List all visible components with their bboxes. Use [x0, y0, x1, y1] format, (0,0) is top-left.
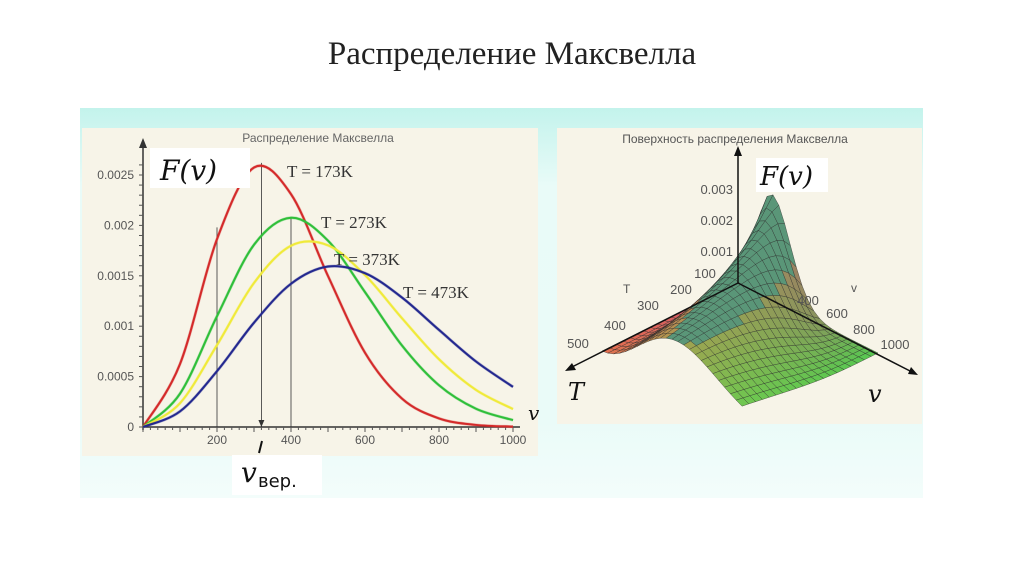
T-axis-small-label: T [623, 282, 631, 296]
z-tick-label: 0.003 [700, 182, 733, 197]
y-tick-label: 0 [127, 420, 134, 434]
series-group [141, 164, 514, 429]
T-tick-label: 200 [670, 282, 692, 297]
surface-title: Поверхность распределения Максвелла [622, 132, 848, 146]
x-tick-label: 200 [207, 433, 227, 447]
series-line-0 [142, 164, 514, 428]
T-tick-label: 100 [694, 266, 716, 281]
z-tick-label: 0.001 [700, 244, 733, 259]
x-tick-label: 1000 [500, 433, 527, 447]
surface-patch [735, 397, 750, 407]
series-line-3 [142, 265, 514, 428]
annotation-v: v [241, 456, 257, 489]
annotation-bg [232, 455, 322, 495]
left-axes: 200 400 600 800 1000 0 0.0005 0.001 0.0015 0.002 0… [97, 138, 527, 447]
curve-label-0: T = 173K [287, 162, 354, 181]
v-tick-label: 1000 [881, 337, 910, 352]
reference-lines [216, 162, 292, 427]
series-line-1 [142, 216, 514, 428]
z-tick-label: 0.002 [700, 213, 733, 228]
v-axis [737, 282, 913, 373]
x-tick-label: 800 [429, 433, 449, 447]
T-axis-arrow [565, 363, 576, 371]
curve-label-2: T = 373K [334, 250, 401, 269]
surface-v-label: v [868, 380, 882, 408]
v-axis-small-label: v [851, 281, 857, 295]
y-axis-arrow [139, 138, 147, 148]
v-tick-label: 800 [853, 322, 875, 337]
v-axis-arrow [908, 367, 918, 375]
T-tick-label: 500 [567, 336, 589, 351]
curve-label-3: T = 473K [403, 283, 470, 302]
T-tick-label: 400 [604, 318, 626, 333]
x-axis-label: v [528, 401, 540, 425]
zlabel-bg [756, 158, 828, 192]
surface-T-label: T [568, 378, 586, 406]
surface-z-label: F(v) [759, 162, 813, 192]
y-axis-label: F(v) [159, 154, 217, 187]
T-axis [569, 282, 739, 369]
slide-title: Распределение Максвелла [327, 36, 697, 72]
v-tick-label: 600 [826, 306, 848, 321]
y-tick-label: 0.0015 [97, 269, 134, 283]
z-axis-arrow [734, 146, 742, 156]
x-tick-label: 600 [355, 433, 375, 447]
y-tick-label: 0.001 [104, 319, 134, 333]
annotation-subscript: вер. [258, 471, 297, 492]
y-tick-label: 0.0025 [97, 168, 134, 182]
ylabel-bg [150, 148, 250, 188]
T-tick-label: 300 [637, 298, 659, 313]
curve-label-1: T = 273K [321, 213, 388, 232]
left-chart-title: Распределение Максвелла [242, 131, 394, 145]
series-line-2 [142, 240, 514, 428]
x-tick-label: 400 [281, 433, 301, 447]
annotation-tick [258, 440, 263, 454]
y-tick-label: 0.002 [104, 218, 134, 232]
vertical-line-arrow [258, 420, 265, 427]
y-tick-label: 0.0005 [97, 370, 134, 384]
v-tick-label: 400 [797, 293, 819, 308]
